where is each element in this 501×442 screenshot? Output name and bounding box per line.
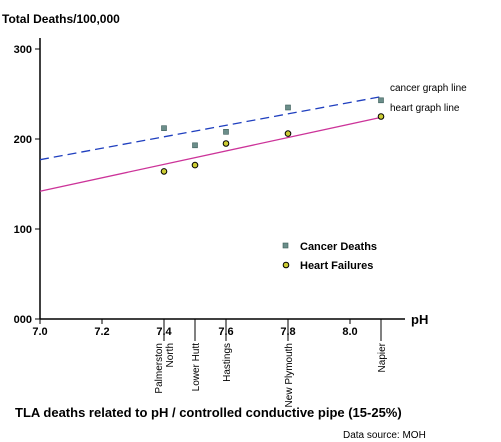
trend-line-label: heart graph line <box>390 103 460 114</box>
town-label-text: New Plymouth <box>284 343 295 407</box>
heart-point <box>284 130 292 137</box>
town-label: PalmerstonNorth <box>154 343 176 394</box>
y-tick-label: 100 <box>14 224 32 236</box>
cancer-point <box>161 125 167 131</box>
chart-title: TLA deaths related to pH / controlled co… <box>15 405 402 420</box>
x-tick-label: 7.0 <box>32 326 47 338</box>
town-label-line: Palmerston <box>154 343 165 394</box>
heart-point <box>191 161 199 169</box>
town-label-line: North <box>165 343 176 367</box>
y-tick-label: 000 <box>14 314 32 326</box>
cancer-point <box>223 129 229 135</box>
x-axis-label: pH <box>411 312 428 327</box>
town-label: Lower Hutt <box>191 343 202 392</box>
town-label-text: Napier <box>377 342 388 372</box>
data-points <box>160 97 385 175</box>
trend-line-label: cancer graph line <box>390 83 467 94</box>
town-label-text: PalmerstonNorth <box>154 343 176 394</box>
cancer-point <box>378 97 384 104</box>
trend-lines: cancer graph line heart graph line <box>39 83 467 192</box>
legend-marker-square <box>282 242 289 249</box>
town-labels: PalmerstonNorth Lower Hutt Hastings New Ply… <box>154 319 388 407</box>
heart-point <box>377 113 385 120</box>
trend-line <box>39 116 382 192</box>
town-label: Hastings <box>222 343 233 382</box>
x-tick-label: 8.0 <box>342 326 357 338</box>
town-label: Napier <box>377 342 388 372</box>
legend-marker-circle <box>282 261 290 269</box>
legend-label: Cancer Deaths <box>300 241 377 253</box>
data-source: Data source: MOH <box>343 430 426 441</box>
town-label-text: Hastings <box>222 343 233 382</box>
town-label-text: Lower Hutt <box>191 343 202 392</box>
legend: Cancer Deaths Heart Failures <box>282 241 377 272</box>
trend-line <box>39 96 382 161</box>
cancer-point <box>285 104 291 111</box>
legend-label: Heart Failures <box>300 260 373 272</box>
y-axis-label: Total Deaths/100,000 <box>2 12 120 26</box>
y-tick-label: 300 <box>14 44 32 56</box>
town-label: New Plymouth <box>284 343 295 407</box>
y-tick-label: 200 <box>14 134 32 146</box>
heart-point <box>222 140 230 147</box>
heart-point <box>160 168 168 175</box>
y-ticks: 000 100 200 300 <box>14 44 40 326</box>
x-tick-label: 7.2 <box>94 326 109 338</box>
cancer-point <box>192 142 198 149</box>
